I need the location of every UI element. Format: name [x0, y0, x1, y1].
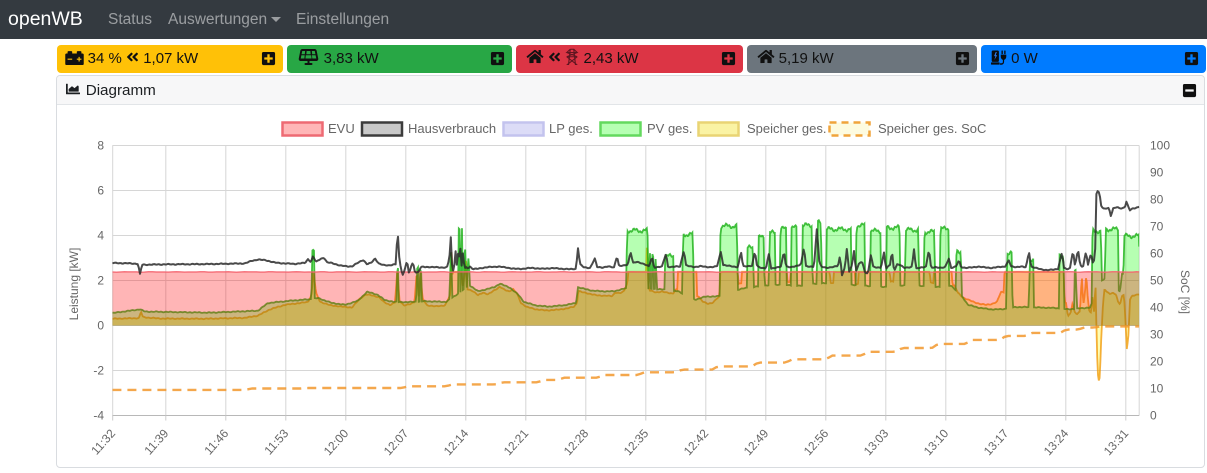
svg-text:11:46: 11:46 — [201, 426, 231, 457]
svg-text:30: 30 — [1150, 328, 1164, 342]
svg-text:70: 70 — [1150, 220, 1164, 234]
svg-text:Speicher ges.: Speicher ges. — [747, 121, 827, 136]
svg-text:13:17: 13:17 — [981, 426, 1012, 458]
svg-text:12:07: 12:07 — [381, 426, 412, 458]
svg-text:40: 40 — [1150, 301, 1164, 315]
svg-text:10: 10 — [1150, 382, 1164, 396]
svg-text:13:10: 13:10 — [921, 426, 952, 458]
svg-text:13:03: 13:03 — [861, 426, 892, 458]
svg-text:90: 90 — [1150, 166, 1164, 180]
svg-text:SoC [%]: SoC [%] — [1178, 270, 1192, 314]
svg-text:PV ges.: PV ges. — [647, 121, 693, 136]
svg-text:12:00: 12:00 — [321, 426, 352, 458]
svg-text:20: 20 — [1150, 355, 1164, 369]
svg-text:2: 2 — [97, 274, 104, 288]
svg-text:EVU: EVU — [328, 121, 355, 136]
svg-text:12:14: 12:14 — [441, 426, 472, 458]
svg-text:-2: -2 — [93, 364, 104, 378]
svg-text:4: 4 — [97, 229, 104, 243]
svg-text:LP ges.: LP ges. — [549, 121, 593, 136]
svg-text:60: 60 — [1150, 247, 1164, 261]
svg-text:8: 8 — [97, 139, 104, 153]
svg-text:12:49: 12:49 — [741, 426, 772, 458]
svg-text:11:53: 11:53 — [261, 426, 291, 457]
svg-text:12:35: 12:35 — [621, 426, 652, 458]
svg-text:13:24: 13:24 — [1041, 426, 1072, 458]
svg-text:11:39: 11:39 — [141, 426, 171, 457]
svg-text:12:42: 12:42 — [681, 426, 712, 458]
svg-text:Hausverbrauch: Hausverbrauch — [408, 121, 496, 136]
svg-text:12:28: 12:28 — [561, 426, 592, 458]
svg-text:13:31: 13:31 — [1101, 426, 1132, 458]
svg-text:-4: -4 — [93, 409, 104, 423]
svg-text:12:56: 12:56 — [801, 426, 832, 458]
svg-text:12:21: 12:21 — [501, 426, 532, 458]
svg-text:Leistung [kW]: Leistung [kW] — [67, 248, 81, 321]
svg-text:50: 50 — [1150, 274, 1164, 288]
svg-text:11:32: 11:32 — [88, 426, 118, 457]
svg-text:100: 100 — [1150, 139, 1170, 153]
svg-text:0: 0 — [97, 319, 104, 333]
svg-text:6: 6 — [97, 184, 104, 198]
svg-text:0: 0 — [1150, 409, 1157, 423]
svg-text:Speicher ges. SoC: Speicher ges. SoC — [878, 121, 986, 136]
svg-text:80: 80 — [1150, 193, 1164, 207]
